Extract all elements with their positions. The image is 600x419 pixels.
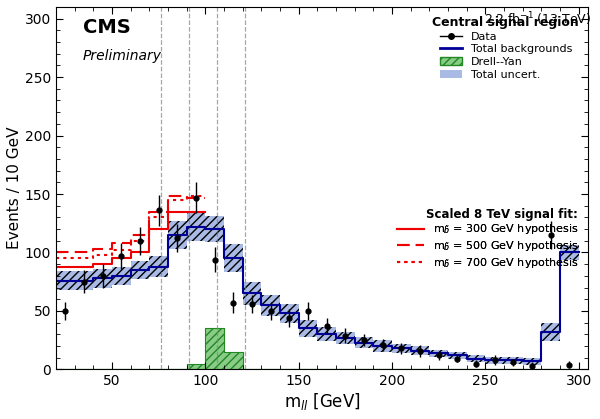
m$_{\tilde{b}}$ = 300 GeV hypothesis xyxy=(164,227,172,232)
Total backgrounds xyxy=(52,278,59,283)
m$_{\tilde{b}}$ = 500 GeV hypothesis xyxy=(146,233,153,238)
m$_{\tilde{b}}$ = 500 GeV hypothesis xyxy=(127,233,134,238)
m$_{\tilde{b}}$ = 500 GeV hypothesis xyxy=(164,209,172,214)
Text: 2.2 fb$^{-1}$ (13 TeV): 2.2 fb$^{-1}$ (13 TeV) xyxy=(484,10,591,28)
Total backgrounds xyxy=(575,250,583,255)
Line: m$_{\tilde{b}}$ = 700 GeV hypothesis: m$_{\tilde{b}}$ = 700 GeV hypothesis xyxy=(56,197,205,259)
Total backgrounds xyxy=(407,346,415,351)
Y-axis label: Events / 10 GeV: Events / 10 GeV xyxy=(7,127,22,249)
m$_{\tilde{b}}$ = 700 GeV hypothesis xyxy=(90,252,97,257)
m$_{\tilde{b}}$ = 300 GeV hypothesis xyxy=(71,264,78,269)
Text: CMS: CMS xyxy=(83,18,130,37)
Text: Scaled 8 TeV signal fit:: Scaled 8 TeV signal fit: xyxy=(425,208,577,221)
m$_{\tilde{b}}$ = 300 GeV hypothesis xyxy=(52,264,59,269)
m$_{\tilde{b}}$ = 700 GeV hypothesis xyxy=(71,256,78,261)
Total backgrounds xyxy=(183,224,190,229)
m$_{\tilde{b}}$ = 700 GeV hypothesis xyxy=(183,194,190,199)
Line: m$_{\tilde{b}}$ = 500 GeV hypothesis: m$_{\tilde{b}}$ = 500 GeV hypothesis xyxy=(56,197,205,253)
m$_{\tilde{b}}$ = 700 GeV hypothesis xyxy=(71,256,78,261)
m$_{\tilde{b}}$ = 500 GeV hypothesis xyxy=(109,246,116,251)
m$_{\tilde{b}}$ = 500 GeV hypothesis xyxy=(127,241,134,246)
m$_{\tilde{b}}$ = 300 GeV hypothesis xyxy=(202,209,209,214)
Line: m$_{\tilde{b}}$ = 300 GeV hypothesis: m$_{\tilde{b}}$ = 300 GeV hypothesis xyxy=(56,212,205,266)
m$_{\tilde{b}}$ = 300 GeV hypothesis xyxy=(127,256,134,261)
m$_{\tilde{b}}$ = 500 GeV hypothesis xyxy=(71,250,78,255)
m$_{\tilde{b}}$ = 500 GeV hypothesis xyxy=(202,195,209,200)
Total backgrounds xyxy=(258,291,265,296)
m$_{\tilde{b}}$ = 500 GeV hypothesis xyxy=(183,194,190,199)
m$_{\tilde{b}}$ = 500 GeV hypothesis xyxy=(52,250,59,255)
m$_{\tilde{b}}$ = 700 GeV hypothesis xyxy=(183,197,190,202)
m$_{\tilde{b}}$ = 700 GeV hypothesis xyxy=(146,238,153,243)
m$_{\tilde{b}}$ = 500 GeV hypothesis xyxy=(164,194,172,199)
m$_{\tilde{b}}$ = 700 GeV hypothesis xyxy=(127,238,134,243)
m$_{\tilde{b}}$ = 300 GeV hypothesis xyxy=(71,264,78,269)
m$_{\tilde{b}}$ = 300 GeV hypothesis xyxy=(164,209,172,214)
m$_{\tilde{b}}$ = 500 GeV hypothesis xyxy=(183,195,190,200)
m$_{\tilde{b}}$ = 500 GeV hypothesis xyxy=(71,250,78,255)
m$_{\tilde{b}}$ = 300 GeV hypothesis xyxy=(109,256,116,261)
m$_{\tilde{b}}$ = 500 GeV hypothesis xyxy=(90,246,97,251)
m$_{\tilde{b}}$ = 700 GeV hypothesis xyxy=(90,256,97,261)
Line: Total backgrounds: Total backgrounds xyxy=(56,227,579,361)
Total backgrounds xyxy=(351,340,358,345)
m$_{\tilde{b}}$ = 300 GeV hypothesis xyxy=(109,262,116,267)
Legend: m$_{\~b}$ = 300 GeV hypothesis, m$_{\~b}$ = 500 GeV hypothesis, m$_{\~b}$ = 700 : m$_{\~b}$ = 300 GeV hypothesis, m$_{\~b}… xyxy=(394,219,583,273)
m$_{\tilde{b}}$ = 500 GeV hypothesis xyxy=(109,241,116,246)
m$_{\tilde{b}}$ = 700 GeV hypothesis xyxy=(52,256,59,261)
m$_{\tilde{b}}$ = 700 GeV hypothesis xyxy=(202,194,209,199)
m$_{\tilde{b}}$ = 500 GeV hypothesis xyxy=(146,209,153,214)
Total backgrounds xyxy=(519,359,526,364)
Total backgrounds xyxy=(463,353,470,358)
m$_{\tilde{b}}$ = 700 GeV hypothesis xyxy=(164,215,172,220)
m$_{\tilde{b}}$ = 300 GeV hypothesis xyxy=(90,264,97,269)
Total backgrounds xyxy=(71,278,78,283)
m$_{\tilde{b}}$ = 300 GeV hypothesis xyxy=(183,209,190,214)
m$_{\tilde{b}}$ = 300 GeV hypothesis xyxy=(127,250,134,255)
Text: Preliminary: Preliminary xyxy=(83,49,161,62)
m$_{\tilde{b}}$ = 700 GeV hypothesis xyxy=(127,248,134,253)
m$_{\tilde{b}}$ = 500 GeV hypothesis xyxy=(90,250,97,255)
m$_{\tilde{b}}$ = 300 GeV hypothesis xyxy=(90,262,97,267)
m$_{\tilde{b}}$ = 700 GeV hypothesis xyxy=(146,215,153,220)
m$_{\tilde{b}}$ = 300 GeV hypothesis xyxy=(183,209,190,214)
m$_{\tilde{b}}$ = 300 GeV hypothesis xyxy=(146,227,153,232)
m$_{\tilde{b}}$ = 700 GeV hypothesis xyxy=(109,252,116,257)
Total backgrounds xyxy=(388,344,395,349)
X-axis label: m$_{ll}$ [GeV]: m$_{ll}$ [GeV] xyxy=(284,391,361,412)
m$_{\tilde{b}}$ = 300 GeV hypothesis xyxy=(146,250,153,255)
m$_{\tilde{b}}$ = 700 GeV hypothesis xyxy=(109,248,116,253)
m$_{\tilde{b}}$ = 700 GeV hypothesis xyxy=(164,197,172,202)
